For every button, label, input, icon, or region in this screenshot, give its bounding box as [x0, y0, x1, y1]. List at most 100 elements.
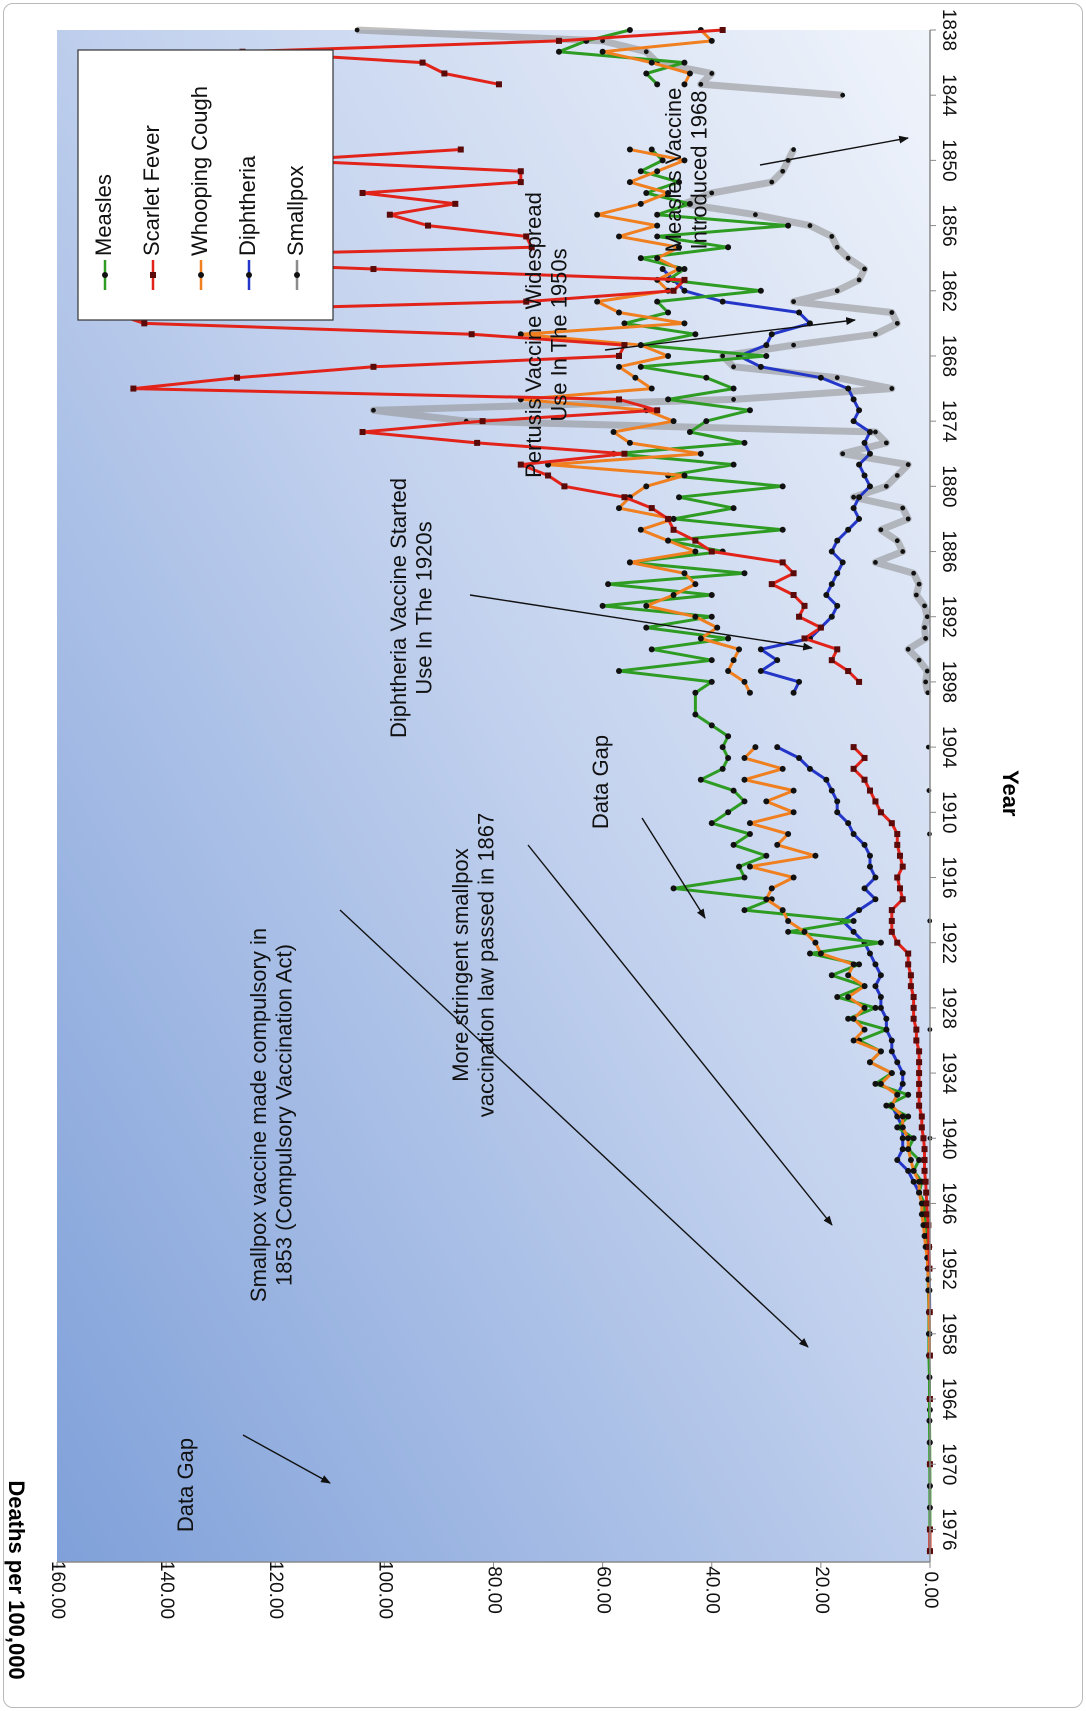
- data-point-whooping-cough: [697, 450, 704, 457]
- data-point-measles: [681, 59, 688, 66]
- data-point-smallpox: [731, 397, 736, 402]
- data-point-measles: [692, 331, 699, 338]
- legend-marker: [150, 272, 156, 278]
- data-point-scarlet-fever: [861, 776, 868, 783]
- annotation-measles-vaccine: Measles VaccineIntroduced 1968: [661, 88, 909, 252]
- data-point-whooping-cough: [910, 1167, 917, 1174]
- data-point-scarlet-fever: [921, 1156, 928, 1163]
- y-tick-label: 0.00: [920, 1572, 941, 1609]
- y-tick-label: 100.00: [374, 1561, 395, 1619]
- data-point-whooping-cough: [779, 907, 786, 914]
- data-point-scarlet-fever: [905, 961, 912, 968]
- annotation-arrow: [641, 817, 706, 919]
- x-tick-label: 1970: [938, 1443, 959, 1485]
- data-point-whooping-cough: [626, 179, 633, 186]
- data-point-scarlet-fever: [779, 559, 786, 566]
- data-point-diphtheria: [883, 1015, 890, 1022]
- data-point-measles: [905, 1091, 912, 1098]
- data-point-smallpox: [698, 81, 704, 87]
- data-point-measles: [779, 483, 786, 490]
- data-point-whooping-cough: [861, 983, 868, 990]
- x-tick-label: 1862: [938, 270, 959, 312]
- x-tick-label: 1910: [938, 791, 959, 833]
- data-point-diphtheria: [850, 396, 857, 403]
- data-point-diphtheria: [910, 1178, 917, 1185]
- data-point-whooping-cough: [850, 1015, 857, 1022]
- data-point-measles: [637, 168, 644, 175]
- data-point-measles: [872, 1004, 879, 1011]
- data-point-scarlet-fever: [888, 907, 895, 914]
- data-point-smallpox: [883, 483, 889, 489]
- data-point-scarlet-fever: [359, 189, 366, 196]
- data-point-whooping-cough: [925, 1287, 932, 1294]
- data-point-scarlet-fever: [921, 1167, 928, 1174]
- data-point-whooping-cough: [812, 852, 819, 859]
- annotation-data-gap-1: Data Gap: [173, 1434, 331, 1532]
- data-point-scarlet-fever: [796, 613, 803, 620]
- data-point-diphtheria: [845, 820, 852, 827]
- annotation-text: Data Gap: [173, 1438, 198, 1532]
- annotation-arrow: [469, 594, 813, 651]
- data-point-scarlet-fever: [922, 1178, 929, 1185]
- data-point-smallpox: [913, 592, 919, 598]
- data-point-whooping-cough: [850, 961, 857, 968]
- data-point-diphtheria: [817, 374, 824, 381]
- data-point-smallpox: [780, 168, 786, 174]
- x-tick-label: 1844: [938, 74, 959, 117]
- data-point-whooping-cough: [790, 809, 797, 816]
- data-point-measles: [605, 581, 612, 588]
- data-point-diphtheria: [790, 689, 797, 696]
- data-point-whooping-cough: [654, 168, 661, 175]
- data-point-scarlet-fever: [910, 1004, 917, 1011]
- data-point-scarlet-fever: [896, 885, 903, 892]
- y-tick-label: 160.00: [47, 1561, 68, 1619]
- data-point-smallpox: [862, 266, 867, 272]
- data-point-diphtheria: [866, 852, 873, 859]
- data-point-diphtheria: [894, 1156, 901, 1163]
- data-point-measles: [654, 233, 661, 240]
- data-point-whooping-cough: [850, 1037, 857, 1044]
- data-point-measles: [665, 396, 672, 403]
- annotation-arrow: [604, 317, 856, 351]
- data-point-smallpox: [878, 527, 884, 533]
- data-point-scarlet-fever: [894, 831, 901, 838]
- data-point-scarlet-fever: [495, 81, 502, 88]
- data-point-whooping-cough: [730, 657, 737, 664]
- data-point-smallpox: [894, 473, 900, 478]
- x-axis-title: Year: [998, 770, 1023, 817]
- data-point-smallpox: [916, 657, 922, 663]
- data-point-whooping-cough: [907, 1156, 914, 1163]
- data-point-scarlet-fever: [924, 1211, 931, 1218]
- x-tick-label: 1922: [938, 922, 959, 964]
- data-point-measles: [703, 374, 710, 381]
- data-point-whooping-cough: [692, 548, 699, 555]
- y-tick-label: 60.00: [593, 1566, 614, 1614]
- annotation-arrow: [759, 135, 909, 166]
- data-point-measles: [741, 798, 748, 805]
- data-point-scarlet-fever: [545, 472, 552, 479]
- annotation-arrow: [339, 909, 809, 1348]
- data-point-scarlet-fever: [648, 505, 655, 512]
- data-point-scarlet-fever: [894, 841, 901, 848]
- data-point-smallpox: [873, 559, 878, 565]
- data-point-whooping-cough: [790, 787, 797, 794]
- data-point-diphtheria: [861, 841, 868, 848]
- data-point-scarlet-fever: [130, 385, 137, 392]
- data-point-measles: [905, 1113, 912, 1120]
- data-point-measles: [654, 211, 661, 218]
- data-point-smallpox: [900, 549, 906, 554]
- data-point-scarlet-fever: [925, 1222, 932, 1229]
- data-point-smallpox: [807, 223, 813, 228]
- data-point-diphtheria: [757, 646, 764, 653]
- data-point-scarlet-fever: [921, 1146, 928, 1153]
- data-point-whooping-cough: [905, 1146, 912, 1153]
- data-point-whooping-cough: [626, 559, 633, 566]
- data-point-scarlet-fever: [916, 1080, 923, 1087]
- data-point-whooping-cough: [741, 776, 748, 783]
- data-point-diphtheria: [774, 744, 781, 751]
- data-point-scarlet-fever: [907, 983, 914, 990]
- data-point-scarlet-fever: [801, 602, 808, 609]
- data-point-scarlet-fever: [845, 668, 852, 675]
- data-point-scarlet-fever: [896, 852, 903, 859]
